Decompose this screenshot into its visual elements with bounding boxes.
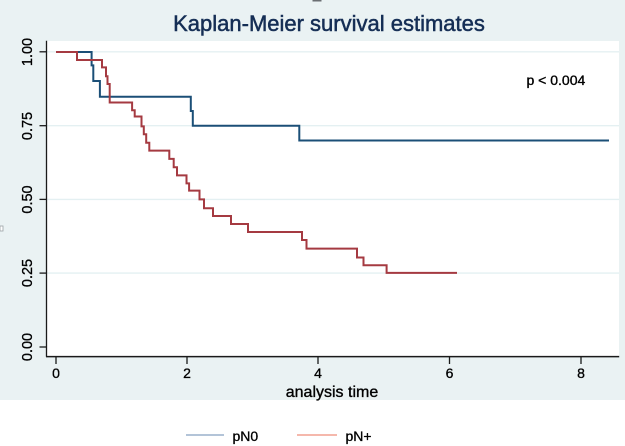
svg-text:4: 4: [314, 365, 322, 381]
svg-text:0: 0: [52, 365, 60, 381]
svg-text:analysis time: analysis time: [286, 384, 379, 401]
svg-text:8: 8: [577, 365, 585, 381]
svg-text:2: 2: [183, 365, 191, 381]
svg-text:0.75: 0.75: [20, 112, 36, 140]
svg-text:0.25: 0.25: [20, 259, 36, 287]
svg-text:0.50: 0.50: [20, 185, 36, 213]
svg-text:0.00: 0.00: [20, 333, 36, 361]
svg-text:1.00: 1.00: [20, 38, 36, 66]
svg-text:6: 6: [446, 365, 454, 381]
svg-text:p < 0.004: p < 0.004: [527, 72, 586, 88]
svg-text:pN0: pN0: [233, 428, 259, 444]
svg-text:pN+: pN+: [346, 428, 372, 444]
svg-text:Kaplan-Meier survival estimate: Kaplan-Meier survival estimates: [173, 11, 485, 36]
